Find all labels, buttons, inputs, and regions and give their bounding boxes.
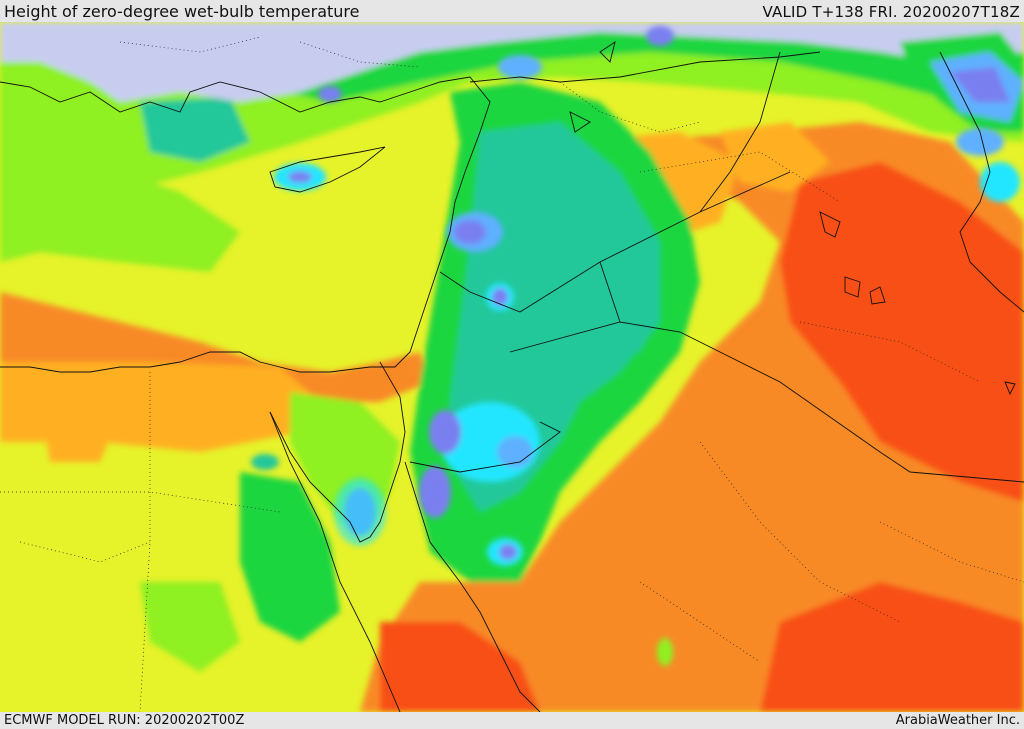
header-bar: Height of zero-degree wet-bulb temperatu… — [0, 0, 1024, 22]
admin-boundaries — [0, 36, 1024, 712]
cold-pockets — [251, 26, 1020, 666]
model-run: ECMWF MODEL RUN: 20200202T00Z — [4, 713, 245, 728]
valid-time: VALID T+138 FRI. 20200207T18Z — [762, 3, 1020, 21]
weather-map — [0, 22, 1024, 712]
credit-text: ArabiaWeather Inc. — [895, 713, 1020, 728]
coastlines — [0, 40, 1024, 712]
map-title: Height of zero-degree wet-bulb temperatu… — [4, 2, 360, 21]
footer-bar: ECMWF MODEL RUN: 20200202T00Z ArabiaWeat… — [0, 712, 1024, 729]
